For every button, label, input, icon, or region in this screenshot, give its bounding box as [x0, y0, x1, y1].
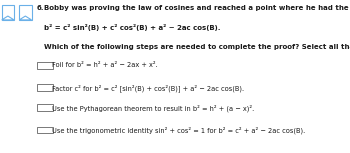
Bar: [37, 84, 52, 91]
Polygon shape: [19, 16, 32, 20]
FancyBboxPatch shape: [2, 5, 14, 20]
Text: Factor c² for b² = c² [sin²(B) + cos²(B)] + a² − 2ac cos(B).: Factor c² for b² = c² [sin²(B) + cos²(B)…: [52, 84, 244, 91]
FancyBboxPatch shape: [19, 5, 32, 20]
Text: Bobby was proving the law of cosines and reached a point where he had the equati: Bobby was proving the law of cosines and…: [44, 5, 350, 11]
Text: Foil for b² = h² + a² − 2ax + x².: Foil for b² = h² + a² − 2ax + x².: [52, 62, 158, 68]
Polygon shape: [2, 16, 14, 20]
Text: Which of the following steps are needed to complete the proof? Select all that a: Which of the following steps are needed …: [44, 44, 350, 50]
Bar: [37, 104, 52, 111]
Text: 6.: 6.: [37, 5, 44, 11]
Text: Use the Pythagorean theorem to result in b² = h² + (a − x)².: Use the Pythagorean theorem to result in…: [52, 104, 254, 112]
Bar: [37, 62, 52, 69]
Bar: [37, 127, 52, 133]
Text: b² = c² sin²(B) + c² cos²(B) + a² − 2ac cos(B).: b² = c² sin²(B) + c² cos²(B) + a² − 2ac …: [44, 24, 220, 31]
Text: Use the trigonometric identity sin² + cos² = 1 for b² = c² + a² − 2ac cos(B).: Use the trigonometric identity sin² + co…: [52, 127, 305, 134]
